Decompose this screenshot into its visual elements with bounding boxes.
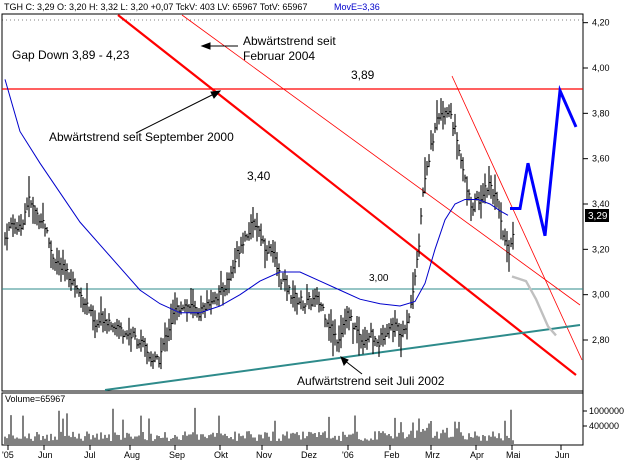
trend-sep-2000-label: Abwärtstrend seit September 2000 <box>49 130 234 144</box>
last-price-box <box>585 209 609 222</box>
x-axis: '05 Jun Jul Aug Sep Okt Nov Dez '06 Feb Mrz Apr Mai J… <box>2 445 570 460</box>
uptrend-label: Aufwärtstrend seit Juli 2002 <box>297 374 445 388</box>
volume-tick-2: 400000 <box>589 421 619 431</box>
x-tick-label: '05 <box>2 450 14 460</box>
short-downtrend-line <box>451 75 583 361</box>
x-tick-label: Jun <box>38 450 53 460</box>
y-tick-label: 3,00 <box>592 290 610 300</box>
x-tick-label: Nov <box>256 450 273 460</box>
volume-tick-1: 1000000 <box>589 406 624 416</box>
y-tick-label: 3,60 <box>592 154 610 164</box>
x-tick-label: Okt <box>214 450 229 460</box>
y-tick-label: 3,80 <box>592 108 610 118</box>
x-tick-label: Dez <box>301 450 318 460</box>
x-tick-label: Apr <box>470 450 484 460</box>
x-tick-label: Mai <box>506 450 521 460</box>
y-axis: 4,20 4,00 3,80 3,60 3,40 3,20 3,00 2,80 <box>583 18 610 345</box>
x-tick-label: Jun <box>555 450 570 460</box>
last-price-label: 3,29 <box>588 211 608 222</box>
moving-average-line <box>4 79 509 314</box>
y-tick-label: 3,20 <box>592 244 610 254</box>
price-bars <box>4 98 515 370</box>
gap-down-label: Gap Down 3,89 - 4,23 <box>12 48 130 62</box>
volume-bars <box>4 407 514 444</box>
level-389-label: 3,89 <box>351 68 375 82</box>
y-tick-label: 4,20 <box>592 18 610 28</box>
price-panel <box>1 13 584 392</box>
y-tick-label: 3,40 <box>592 199 610 209</box>
header-move: MovE=3,36 <box>334 2 380 12</box>
volume-label: Volume=65967 <box>5 394 65 404</box>
downtrend-sep-2000-line <box>117 14 577 376</box>
x-tick-label: Feb <box>384 450 400 460</box>
annotation-arrows <box>135 42 363 375</box>
downtrend-feb-2004-line <box>181 14 581 306</box>
trend-feb-2004-label-2: Februar 2004 <box>243 49 315 63</box>
header-text: TGH C: 3,29 O: 3,20 H: 3,32 L: 3,20 +0,0… <box>4 2 307 12</box>
trend-feb-2004-label-1: Abwärtstrend seit <box>243 34 336 48</box>
x-tick-label: Sep <box>169 450 185 460</box>
x-tick-label: Mrz <box>425 450 440 460</box>
x-tick-label: '06 <box>342 450 354 460</box>
y-tick-label: 4,00 <box>592 63 610 73</box>
x-tick-label: Jul <box>84 450 96 460</box>
x-tick-label: Aug <box>124 450 140 460</box>
level-300-label: 3,00 <box>369 273 389 284</box>
y-tick-label: 2,80 <box>592 335 610 345</box>
projection-gray-line <box>511 275 557 337</box>
level-340-label: 3,40 <box>247 169 271 183</box>
projection-blue-line <box>510 84 578 237</box>
